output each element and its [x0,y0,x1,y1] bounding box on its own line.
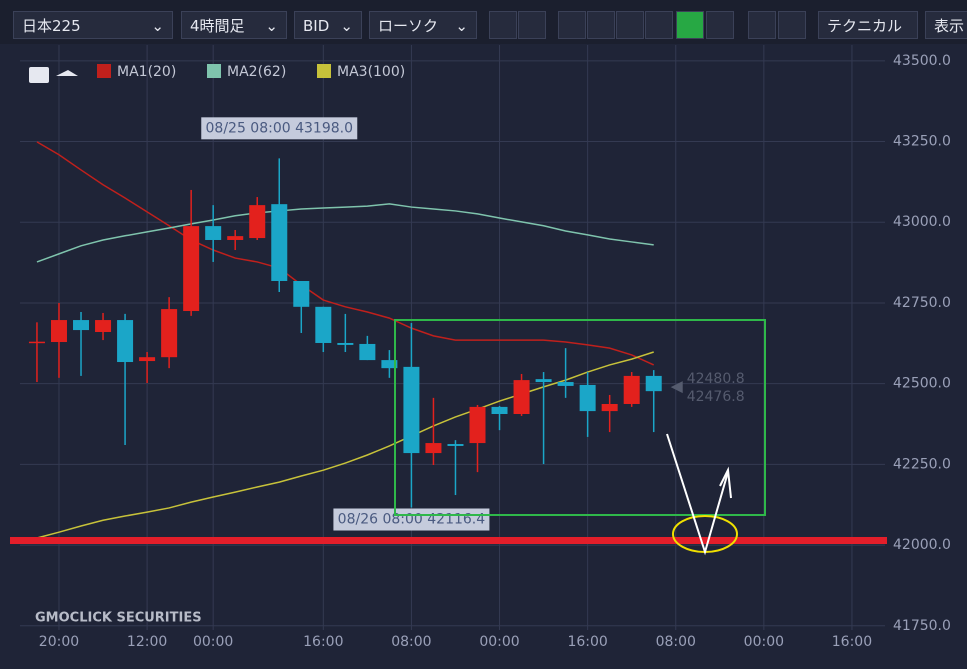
candle-body [50,320,67,343]
candle-body [183,226,200,312]
candle-body [403,366,420,454]
y-tick-label: 43500.0 [893,53,951,69]
candle-body [139,357,156,362]
ma-line [36,203,654,263]
candle-body [645,375,662,392]
range-box [394,319,766,516]
candle-body [271,204,288,281]
candle-body [491,406,508,415]
interval-text: 4時間足 [190,17,245,35]
interval-select[interactable]: 4時間足 ⌄ [181,11,287,39]
y-tick-label: 43000.0 [893,214,951,230]
legend-swatch [97,64,111,78]
legend-swatch [317,64,331,78]
ma-line [36,351,654,539]
candle-body [315,306,332,343]
erase-tool[interactable] [748,11,776,39]
candle-body [117,320,134,363]
display-button[interactable]: 表示 [925,11,967,39]
drawing-icon [56,70,78,76]
candle-body [469,406,486,444]
arrow-path [666,433,729,556]
legend-label: MA2(62) [227,64,286,80]
candle-body [623,375,640,404]
candle-body [73,320,90,331]
candle-body [227,236,244,240]
y-tick-label: 42750.0 [893,295,951,311]
x-tick-label: 00:00 [744,634,784,650]
x-tick-label: 16:00 [567,634,607,650]
price-select[interactable]: BID ⌄ [294,11,362,39]
candle-body [381,360,398,369]
annotation-box [333,508,490,531]
legend-swatch [207,64,221,78]
candle-body [535,379,552,383]
channel-tool[interactable] [645,11,673,39]
style-select[interactable]: ローソク ⌄ [369,11,477,39]
technical-button[interactable]: テクニカル [818,11,918,39]
annotation-box [201,117,358,140]
vline-tool[interactable] [587,11,615,39]
y-tick-label: 42250.0 [893,456,951,472]
display-text: 表示 [934,17,965,35]
crosshair-tool[interactable] [489,11,517,39]
candle-body [161,309,178,358]
last-price-label: 42480.8 [687,371,745,387]
last-price-pointer [670,381,683,394]
fr-tool[interactable] [676,11,704,39]
candle-body [28,341,45,344]
candle-body [601,403,618,412]
candle-body [95,320,112,333]
candle-body [205,226,222,240]
symbol-text: 日本225 [22,17,81,35]
legend-label: MA1(20) [117,64,176,80]
candle-body [249,205,266,239]
symbol-select[interactable]: 日本225 ⌄ [13,11,173,39]
pointer-tool[interactable] [518,11,546,39]
x-tick-label: 20:00 [39,634,79,650]
candle-body [557,382,574,386]
arrow-head [719,466,732,499]
legend-label: MA3(100) [337,64,405,80]
y-tick-label: 42000.0 [893,537,951,553]
x-tick-label: 16:00 [303,634,343,650]
annotation: 08/25 08:00 43198.0 [206,120,354,136]
comment-icon [29,67,49,83]
ma-line [36,141,655,366]
hline-tool[interactable] [558,11,586,39]
support-line [10,537,887,544]
watermark: GMOCLICK SECURITIES [35,611,202,626]
x-tick-label: 12:00 [127,634,167,650]
x-tick-label: 16:00 [832,634,872,650]
y-tick-label: 41750.0 [893,618,951,634]
x-tick-label: 00:00 [193,634,233,650]
candle-body [513,380,530,415]
erase-all-tool[interactable] [778,11,806,39]
y-tick-label: 42500.0 [893,376,951,392]
technical-text: テクニカル [827,17,903,35]
price-text: BID [303,17,330,35]
candle-body [447,444,464,446]
x-tick-label: 08:00 [391,634,431,650]
annotation: 08/26 08:00 42116.4 [338,511,486,527]
last-price-label: 42476.8 [687,389,745,405]
trendline-tool[interactable] [616,11,644,39]
x-tick-label: 08:00 [656,634,696,650]
x-tick-label: 00:00 [479,634,519,650]
style-text: ローソク [378,17,439,35]
candle-body [579,384,596,412]
toolbar: 日本225 ⌄ 4時間足 ⌄ BID ⌄ ローソク ⌄ テクニカル 表示 [0,0,967,44]
candle-body [359,343,376,361]
candle-body [425,443,442,454]
candle-body [337,342,354,345]
ff-tool[interactable] [706,11,734,39]
candle-body [293,280,310,307]
y-tick-label: 43250.0 [893,134,951,150]
